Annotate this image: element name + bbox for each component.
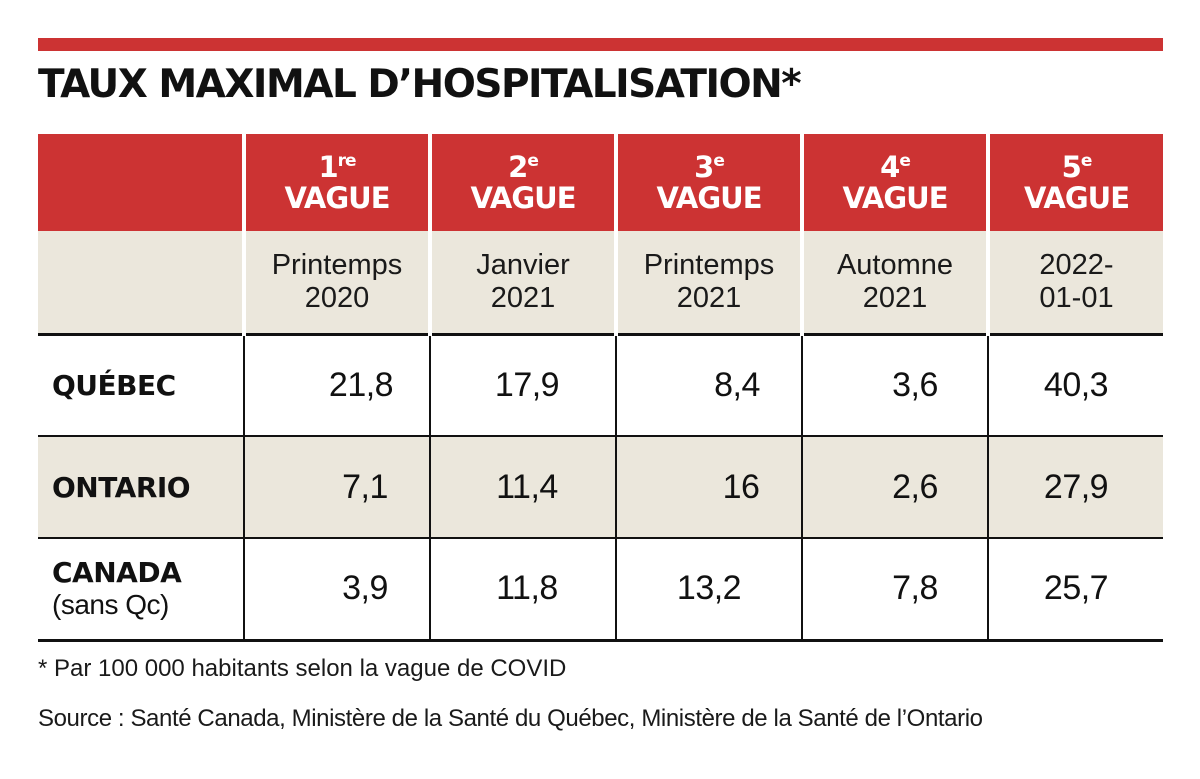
region-label: QUÉBEC: [38, 332, 244, 436]
wave-ordinal-suffix: re: [337, 151, 357, 172]
region-name: ONTARIO: [52, 470, 191, 504]
value-cell: 11,4: [429, 435, 616, 538]
region-label: CANADA (sans Qc): [38, 537, 244, 642]
wave-label: VAGUE: [1023, 180, 1130, 215]
value-cell: 7,8: [801, 537, 988, 642]
period-line: Printemps: [643, 249, 775, 282]
period-line: Janvier: [476, 249, 570, 282]
value-cell: 21,8: [243, 332, 430, 436]
period-line: 2020: [304, 281, 370, 314]
value-cell: 25,7: [987, 537, 1163, 642]
wave-period: Printemps 2021: [614, 231, 802, 334]
wave-period: Printemps 2020: [242, 231, 430, 334]
wave-header: 2e VAGUE: [428, 134, 616, 231]
period-line: 2021: [490, 281, 556, 314]
wave-label: VAGUE: [470, 180, 576, 215]
period-corner: [38, 231, 244, 334]
value-cell: 16: [615, 435, 802, 538]
period-line: 2021: [676, 281, 742, 314]
value-cell: 7,1: [243, 435, 430, 538]
period-line: Automne: [836, 249, 954, 282]
wave-ordinal-suffix: e: [899, 151, 910, 172]
wave-ordinal: 2: [508, 150, 528, 185]
table-row: CANADA (sans Qc) 3,9 11,8 13,2 7,8 25,7: [38, 537, 1163, 642]
value-cell: 8,4: [615, 332, 802, 436]
top-accent-bar: [38, 38, 1163, 51]
period-line: 2022-: [1039, 249, 1114, 282]
wave-ordinal-suffix: e: [527, 151, 538, 172]
value-cell: 11,8: [429, 537, 616, 642]
wave-ordinal-suffix: e: [713, 151, 724, 172]
value-cell: 13,2: [615, 537, 802, 642]
source-line: Source : Santé Canada, Ministère de la S…: [38, 705, 983, 732]
region-subtitle: (sans Qc): [52, 589, 169, 621]
region-name: CANADA: [52, 556, 182, 590]
value-cell: 3,9: [243, 537, 430, 642]
wave-ordinal: 4: [880, 150, 900, 185]
wave-header: 5e VAGUE: [986, 134, 1163, 231]
wave-header: 1re VAGUE: [242, 134, 430, 231]
wave-ordinal: 1: [318, 150, 338, 185]
period-line: Printemps: [271, 249, 403, 282]
wave-ordinal-suffix: e: [1080, 151, 1092, 172]
wave-label: VAGUE: [284, 180, 390, 215]
wave-header: 3e VAGUE: [614, 134, 802, 231]
wave-label: VAGUE: [842, 180, 948, 215]
value-cell: 40,3: [987, 332, 1163, 436]
region-label: ONTARIO: [38, 435, 244, 538]
table-row: ONTARIO 7,1 11,4 16 2,6 27,9: [38, 435, 1163, 538]
header-corner: [38, 134, 244, 231]
footnote: * Par 100 000 habitants selon la vague d…: [38, 655, 567, 682]
wave-period: Janvier 2021: [428, 231, 616, 334]
period-line: 01-01: [1039, 281, 1114, 314]
value-cell: 2,6: [801, 435, 988, 538]
wave-ordinal: 3: [694, 150, 714, 185]
wave-ordinal: 5: [1061, 150, 1082, 185]
region-name: QUÉBEC: [52, 368, 176, 402]
wave-header-row: 1re VAGUE 2e VAGUE 3e VAGUE 4e VAGUE 5e …: [38, 134, 1163, 231]
wave-period: 2022- 01-01: [986, 231, 1163, 334]
wave-label: VAGUE: [656, 180, 762, 215]
hospitalisation-table: 1re VAGUE 2e VAGUE 3e VAGUE 4e VAGUE 5e …: [38, 134, 1163, 642]
value-cell: 3,6: [801, 332, 988, 436]
wave-header: 4e VAGUE: [800, 134, 988, 231]
period-line: 2021: [862, 281, 928, 314]
value-cell: 17,9: [429, 332, 616, 436]
chart-title: TAUX MAXIMAL D’HOSPITALISATION*: [38, 62, 802, 107]
period-header-row: Printemps 2020 Janvier 2021 Printemps 2021 …: [38, 231, 1163, 334]
table-row: QUÉBEC 21,8 17,9 8,4 3,6 40,3: [38, 332, 1163, 436]
wave-period: Automne 2021: [800, 231, 988, 334]
value-cell: 27,9: [987, 435, 1163, 538]
